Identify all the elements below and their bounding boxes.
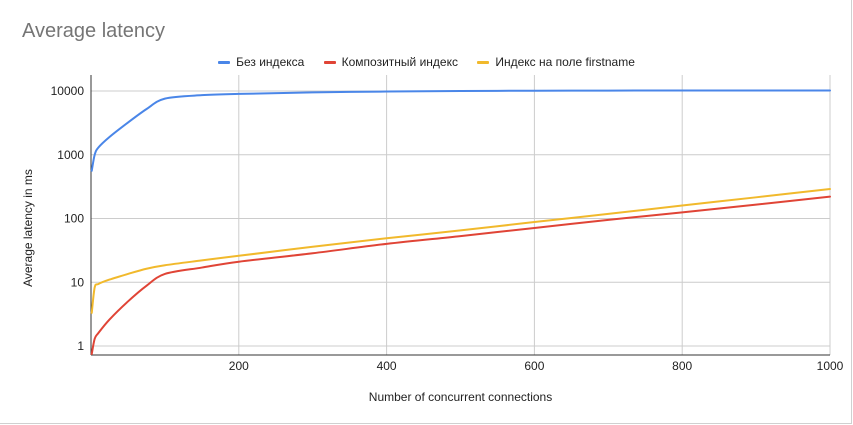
grid (90, 75, 831, 356)
y-tick-label: 1 (77, 339, 84, 353)
chart-legend: Без индекса Композитный индекс Индекс на… (0, 55, 853, 69)
legend-swatch-series-0 (218, 61, 231, 65)
legend-label-series-2: Индекс на поле firstname (495, 55, 635, 69)
legend-item-series-2[interactable]: Индекс на поле firstname (477, 55, 635, 69)
legend-swatch-series-1 (323, 61, 336, 65)
x-tick-label: 600 (524, 359, 544, 373)
y-tick-label: 10000 (51, 84, 85, 98)
x-tick-label: 800 (672, 359, 692, 373)
x-tick-label: 1000 (817, 359, 844, 373)
y-tick-label: 10 (71, 275, 85, 289)
x-axis-title: Number of concurrent connections (369, 390, 552, 404)
series-line-1[interactable] (90, 195, 831, 355)
chart-title: Average latency (22, 20, 166, 42)
legend-item-series-1[interactable]: Композитный индекс (323, 55, 458, 69)
legend-swatch-series-2 (477, 61, 490, 65)
series-lines (90, 89, 831, 355)
legend-label-series-1: Композитный индекс (341, 55, 458, 69)
y-axis-title: Average latency in ms (21, 169, 35, 287)
tick-labels: 1 10 100 1000 10000 200 400 600 800 1000 (51, 84, 844, 373)
legend-label-series-0: Без индекса (236, 55, 305, 69)
y-tick-label: 1000 (57, 148, 84, 162)
legend-item-series-0[interactable]: Без индекса (218, 55, 304, 69)
y-tick-label: 100 (64, 212, 84, 226)
series-line-2[interactable] (90, 188, 831, 314)
x-tick-label: 200 (229, 359, 249, 373)
x-tick-label: 400 (377, 359, 397, 373)
series-line-0[interactable] (90, 89, 831, 172)
